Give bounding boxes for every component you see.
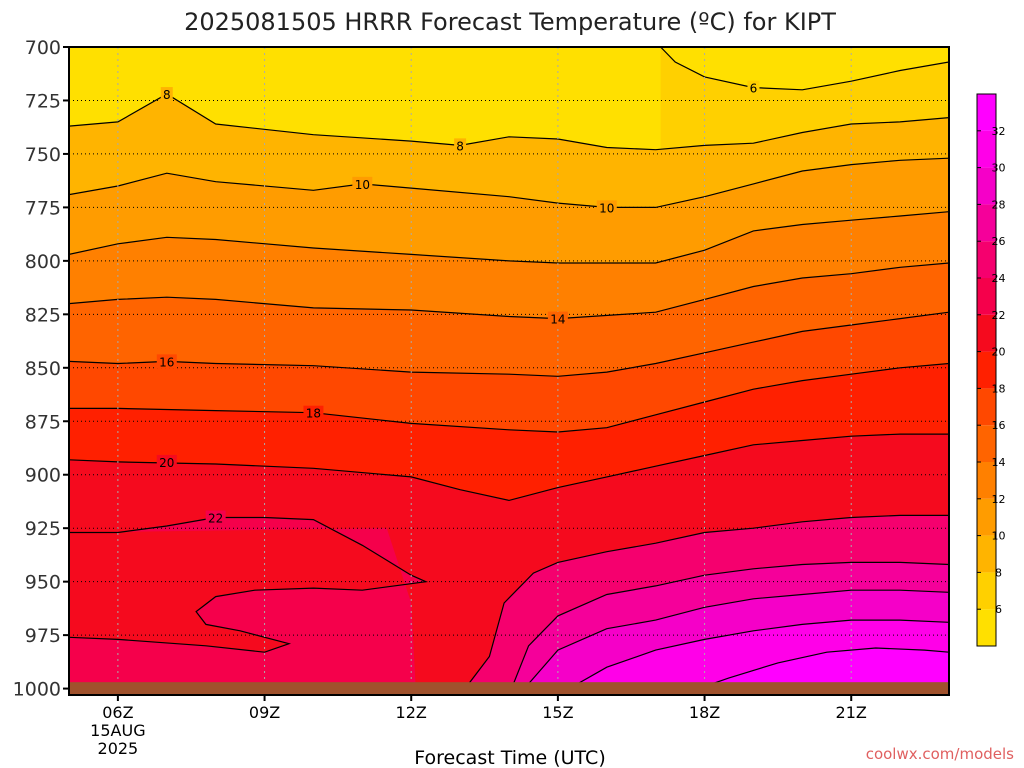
colorbar-label: 30 [992, 162, 1006, 175]
y-axis: 700 725 750 775 800 825 850 875 900 925 950 975 1000 [13, 37, 69, 701]
x-tick-label: 18Z [689, 703, 720, 722]
chart-title: 2025081505 HRRR Forecast Temperature (ºC… [184, 8, 836, 36]
contour-label-bg [547, 311, 568, 326]
contour-label-bg [156, 354, 177, 369]
contour-label: 22 [208, 511, 223, 525]
x-tick-label: 21Z [836, 703, 867, 722]
colorbar-label: 28 [992, 198, 1006, 211]
colorbar-segment [977, 278, 996, 315]
contour-label: 20 [159, 456, 174, 470]
colorbar: 6 8 10 12 14 16 18 20 22 24 26 28 30 32 [976, 93, 1006, 647]
ground-layer [69, 682, 949, 695]
contour-label-bg [303, 405, 324, 420]
y-tick-label: 850 [25, 358, 61, 380]
x-axis-label: Forecast Time (UTC) [414, 747, 605, 768]
y-tick-label: 875 [25, 411, 61, 433]
ground-strip [69, 682, 949, 695]
colorbar-label: 10 [992, 530, 1006, 543]
colorbar-segment [977, 314, 996, 352]
colorbar-label: 18 [992, 382, 1006, 395]
contour-label: 10 [599, 201, 614, 215]
contour-label: 8 [456, 139, 464, 153]
colorbar-label: 20 [992, 346, 1006, 359]
contour-label-bg [596, 200, 617, 215]
credit-link[interactable]: coolwx.com/models [866, 745, 1014, 763]
y-tick-label: 925 [25, 518, 61, 540]
y-tick-label: 975 [25, 625, 61, 647]
contour-line-30 [557, 619, 949, 695]
colorbar-segment [977, 130, 996, 168]
colorbar-segment [977, 241, 996, 278]
colorbar-segment [977, 204, 996, 242]
colorbar-segment [977, 425, 996, 462]
grid-layer [69, 47, 949, 695]
y-tick-label: 775 [25, 197, 61, 219]
contour-line-16 [69, 311, 949, 377]
contour-label-bg [747, 80, 760, 95]
y-tick-label: 800 [25, 251, 61, 273]
contour-label-bg [156, 454, 177, 469]
colorbar-segment [977, 535, 996, 573]
y-tick-label: 950 [25, 572, 61, 594]
x-tick-sublabel: 15AUG [90, 721, 145, 740]
y-tick-label: 900 [25, 465, 61, 487]
colorbar-label: 32 [992, 125, 1006, 138]
colorbar-label: 16 [992, 419, 1006, 432]
x-tick-label: 09Z [249, 703, 280, 722]
contour-line-22 [69, 516, 429, 653]
contour-line-24 [464, 514, 949, 695]
colorbar-label: 6 [995, 603, 1002, 616]
contour-line-6 [660, 47, 949, 91]
x-tick-label: 06Z [102, 703, 133, 722]
contour-label: 16 [159, 355, 174, 369]
x-tick-label: 15Z [542, 703, 573, 722]
colorbar-label: 22 [992, 309, 1006, 322]
colorbar-label: 12 [992, 493, 1006, 506]
x-tick-sublabel: 2025 [98, 739, 139, 758]
contour-label: 6 [750, 82, 758, 96]
contour-label-bg [205, 510, 226, 525]
contour-line-32 [679, 647, 949, 695]
contour-label: 18 [306, 407, 321, 421]
colorbar-segment [977, 94, 996, 131]
colorbar-segment [977, 462, 996, 499]
contour-line-20 [69, 433, 949, 502]
colorbar-segment [977, 388, 996, 426]
colorbar-segment [977, 498, 996, 536]
colorbar-segment [977, 167, 996, 205]
y-tick-label: 1000 [13, 679, 61, 701]
y-tick-label: 750 [25, 144, 61, 166]
colorbar-segment [977, 572, 996, 610]
colorbar-label: 26 [992, 235, 1006, 248]
plot-frame [68, 46, 950, 696]
colorbar-label: 24 [992, 272, 1006, 285]
contour-line-18 [69, 362, 949, 433]
contour-band-22 [69, 517, 426, 695]
contour-layer [69, 47, 949, 695]
contour-line-28 [518, 589, 949, 695]
contour-label-bg [352, 176, 373, 191]
colorbar-segment [977, 609, 996, 646]
contour-label-bg [160, 87, 173, 102]
colorbar-label: 8 [995, 566, 1002, 579]
contour-label: 14 [550, 313, 565, 327]
x-tick-label: 12Z [396, 703, 427, 722]
y-tick-label: 700 [25, 37, 61, 59]
colorbar-label: 14 [992, 456, 1006, 469]
contour-label-bg [454, 138, 467, 153]
y-tick-label: 825 [25, 304, 61, 326]
contour-label: 10 [355, 178, 370, 192]
contour-label-layer: 6 8 8 10 10 14 16 18 20 22 [156, 80, 760, 525]
colorbar-frame [976, 93, 997, 647]
y-tick-label: 725 [25, 90, 61, 112]
colorbar-segment [977, 351, 996, 389]
contour-label: 8 [163, 88, 171, 102]
